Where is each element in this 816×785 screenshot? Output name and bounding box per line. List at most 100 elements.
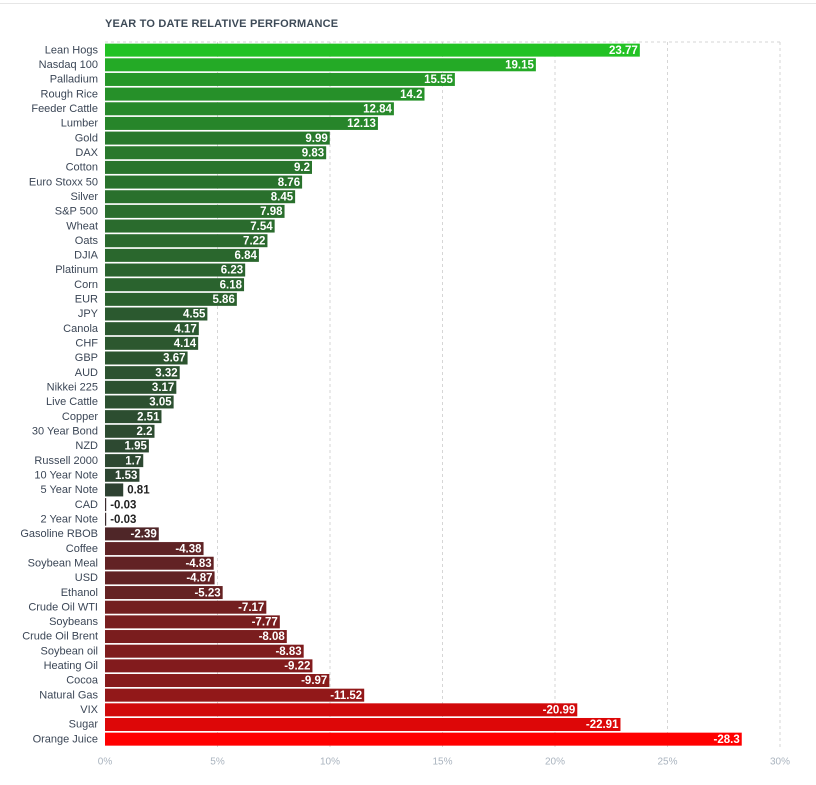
bar[interactable] (105, 336, 199, 350)
category-label: Russell 2000 (34, 455, 98, 467)
category-label: 10 Year Note (34, 469, 98, 481)
data-label: 9.2 (294, 162, 310, 174)
bar[interactable] (105, 395, 174, 409)
x-tick-label: 5% (210, 757, 225, 768)
bar[interactable] (105, 439, 149, 453)
bar[interactable] (105, 322, 199, 336)
bar[interactable] (105, 204, 285, 218)
bar[interactable] (105, 600, 267, 614)
data-label: 3.17 (152, 382, 174, 394)
bar[interactable] (105, 366, 180, 380)
bar[interactable] (105, 263, 246, 277)
bar[interactable] (105, 527, 159, 541)
bar[interactable] (105, 58, 536, 72)
bar[interactable] (105, 424, 155, 438)
category-label: Soybeans (49, 616, 98, 628)
data-label: 7.54 (250, 221, 273, 233)
data-label: 12.13 (347, 118, 376, 130)
data-label: 9.83 (302, 147, 324, 159)
bar[interactable] (105, 644, 304, 658)
category-label: Silver (70, 191, 98, 203)
bar[interactable] (105, 674, 330, 688)
bar[interactable] (105, 615, 280, 629)
category-label: CHF (75, 338, 98, 350)
bar[interactable] (105, 556, 214, 570)
category-label: Natural Gas (39, 689, 98, 701)
bar[interactable] (105, 351, 188, 365)
bar[interactable] (105, 116, 378, 130)
bar[interactable] (105, 219, 275, 233)
bar[interactable] (105, 717, 621, 731)
data-label: 8.45 (271, 191, 294, 203)
bar[interactable] (105, 278, 245, 292)
category-label: 5 Year Note (41, 484, 99, 496)
bar[interactable] (105, 468, 140, 482)
data-label: -4.38 (175, 543, 202, 555)
bar[interactable] (105, 732, 742, 746)
data-label: 3.67 (163, 353, 185, 365)
bar[interactable] (105, 234, 268, 248)
x-tick-label: 10% (320, 757, 340, 768)
bar[interactable] (105, 542, 204, 556)
bar[interactable] (105, 571, 215, 585)
bar[interactable] (105, 190, 296, 204)
category-label: Oats (75, 235, 99, 247)
bar[interactable] (105, 380, 177, 394)
category-label: Soybean Meal (28, 557, 98, 569)
category-label: S&P 500 (55, 206, 98, 218)
category-label: Live Cattle (46, 396, 98, 408)
data-label: 5.86 (212, 294, 234, 306)
bar[interactable] (105, 102, 394, 116)
bar[interactable] (105, 688, 365, 702)
bar[interactable] (105, 410, 162, 424)
bar[interactable] (105, 586, 223, 600)
category-label: Copper (62, 411, 98, 423)
data-label: 1.7 (125, 455, 141, 467)
bar[interactable] (105, 160, 312, 174)
x-tick-label: 25% (657, 757, 677, 768)
category-label: NZD (75, 440, 98, 452)
category-label: Gasoline RBOB (20, 528, 98, 540)
category-label: Palladium (50, 74, 98, 86)
bar[interactable] (105, 248, 259, 262)
bar[interactable] (105, 454, 144, 468)
bar[interactable] (105, 307, 208, 321)
data-label: 7.98 (260, 206, 283, 218)
data-label: 3.32 (155, 367, 177, 379)
bar[interactable] (105, 175, 303, 189)
data-label: -2.39 (131, 529, 157, 541)
bar[interactable] (105, 292, 237, 306)
category-label: Ethanol (61, 587, 98, 599)
category-label: Nasdaq 100 (39, 59, 98, 71)
category-label: Corn (74, 279, 98, 291)
data-label: -8.08 (259, 631, 286, 643)
bar[interactable] (105, 703, 578, 717)
bar[interactable] (105, 512, 107, 526)
bar[interactable] (105, 43, 640, 57)
category-label: Coffee (66, 543, 98, 555)
data-label: 12.84 (363, 103, 392, 115)
data-label: 1.95 (124, 441, 147, 453)
data-label: -0.03 (110, 514, 136, 526)
bar[interactable] (105, 498, 107, 512)
data-label: 4.14 (174, 338, 197, 350)
bar[interactable] (105, 146, 327, 160)
bar[interactable] (105, 72, 455, 86)
data-label: 15.55 (424, 74, 453, 86)
bar[interactable] (105, 131, 330, 145)
data-label: 8.76 (278, 177, 300, 189)
category-label: EUR (75, 294, 98, 306)
bar[interactable] (105, 87, 425, 101)
bar[interactable] (105, 659, 313, 673)
category-label: Cotton (66, 162, 98, 174)
bar[interactable] (105, 483, 124, 497)
data-label: -5.23 (194, 587, 220, 599)
category-label: Heating Oil (44, 660, 98, 672)
category-labels: Lean Hogs Nasdaq 100 Palladium Rough Rice Fe… (20, 44, 99, 745)
bar[interactable] (105, 630, 287, 644)
data-label: 6.84 (235, 250, 258, 262)
category-label: Soybean oil (41, 645, 99, 657)
data-label: -4.83 (185, 558, 211, 570)
